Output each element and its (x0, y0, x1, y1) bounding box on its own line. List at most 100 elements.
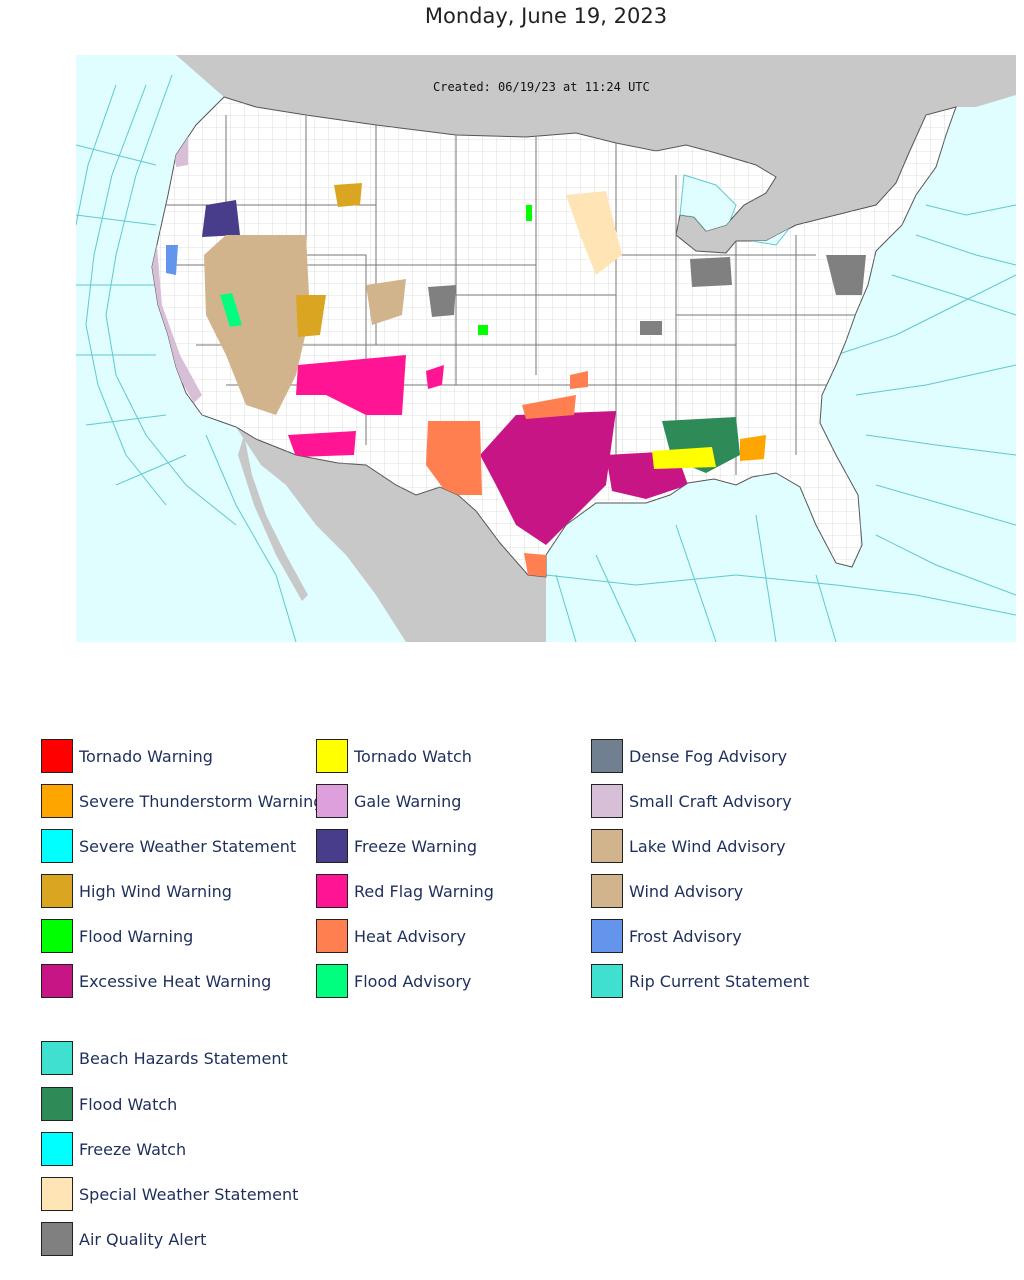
page-title: Monday, June 19, 2023 (424, 4, 668, 28)
frost-advisory (166, 245, 178, 275)
legend-item-excessive-heat-warning: Excessive Heat Warning (41, 963, 271, 999)
legend-item-red-flag-warning: Red Flag Warning (316, 873, 494, 909)
red-flag-warning-az (288, 431, 356, 457)
legend-label: Flood Watch (79, 1094, 178, 1114)
legend-label: Frost Advisory (629, 926, 742, 946)
severe-thunderstorm-warning (740, 435, 766, 461)
legend-label: Lake Wind Advisory (629, 836, 786, 856)
legend-item-heat-advisory: Heat Advisory (316, 918, 466, 954)
canada-landmass (176, 55, 1016, 253)
heat-advisory-ok (522, 395, 576, 419)
legend-swatch (316, 874, 348, 908)
legend-label: Gale Warning (354, 791, 462, 811)
legend-swatch (591, 919, 623, 953)
legend-item-freeze-warning: Freeze Warning (316, 828, 477, 864)
legend-item-beach-hazards-statement: Beach Hazards Statement (41, 1040, 288, 1076)
wind-advisory-co (366, 279, 406, 325)
legend-item-flood-warning: Flood Warning (41, 918, 193, 954)
legend-label: Small Craft Advisory (629, 791, 792, 811)
freeze-warning (202, 200, 240, 237)
mexico-landmass (236, 427, 546, 642)
legend-swatch (41, 1087, 73, 1121)
air-quality-alert-pa (826, 255, 866, 295)
legend-label: Severe Thunderstorm Warning (79, 791, 324, 811)
special-weather-statement (566, 191, 622, 275)
legend-label: Severe Weather Statement (79, 836, 297, 856)
legend-item-lake-wind-advisory: Lake Wind Advisory (591, 828, 786, 864)
legend-swatch (41, 1177, 73, 1211)
legend-swatch (41, 784, 73, 818)
created-timestamp: Created: 06/19/23 at 11:24 UTC (433, 80, 650, 94)
tornado-watch (652, 447, 716, 469)
heat-advisory-west-tx (426, 421, 482, 495)
legend-label: Freeze Watch (79, 1139, 187, 1159)
legend-label: High Wind Warning (79, 881, 232, 901)
flood-advisory-nv (220, 293, 242, 327)
legend-swatch (41, 874, 73, 908)
legend-item-air-quality-alert: Air Quality Alert (41, 1221, 206, 1257)
legend-swatch (41, 1132, 73, 1166)
legend-label: Flood Advisory (354, 971, 472, 991)
air-quality-alert-ky (640, 321, 662, 335)
flood-warning-ks (478, 325, 488, 335)
weather-alert-map: Created: 06/19/23 at 11:24 UTC (76, 55, 1016, 642)
legend-label: Air Quality Alert (79, 1229, 207, 1249)
legend-swatch (316, 784, 348, 818)
legend-label: Flood Warning (79, 926, 194, 946)
legend-swatch (41, 964, 73, 998)
heat-advisory-ks (570, 371, 588, 389)
legend-swatch (316, 964, 348, 998)
legend-swatch (41, 1041, 73, 1075)
legend-item-flood-watch: Flood Watch (41, 1086, 177, 1122)
legend-label: Rip Current Statement (629, 971, 810, 991)
wind-advisory-great-basin (204, 235, 310, 415)
legend-label: Dense Fog Advisory (629, 746, 788, 766)
high-wind-warning-mt (334, 183, 362, 207)
legend-item-small-craft-advisory: Small Craft Advisory (591, 783, 792, 819)
red-flag-warning-ut-az (296, 355, 406, 415)
high-wind-warning-id (296, 295, 326, 337)
legend-label: Tornado Warning (79, 746, 213, 766)
legend-swatch (591, 784, 623, 818)
legend-item-severe-weather-statement: Severe Weather Statement (41, 828, 296, 864)
legend-swatch (41, 829, 73, 863)
legend-label: Beach Hazards Statement (79, 1048, 288, 1068)
legend-item-dense-fog-advisory: Dense Fog Advisory (591, 738, 787, 774)
red-flag-warning-nm (426, 365, 444, 389)
legend-label: Red Flag Warning (354, 881, 494, 901)
legend-item-wind-advisory: Wind Advisory (591, 873, 743, 909)
legend-item-tornado-warning: Tornado Warning (41, 738, 213, 774)
legend-label: Wind Advisory (629, 881, 744, 901)
legend-swatch (591, 874, 623, 908)
air-quality-alert-in (690, 257, 732, 287)
legend-item-gale-warning: Gale Warning (316, 783, 461, 819)
legend-label: Special Weather Statement (79, 1184, 299, 1204)
legend-swatch (591, 964, 623, 998)
legend-swatch (316, 829, 348, 863)
legend-swatch (316, 739, 348, 773)
legend-item-special-weather-statement: Special Weather Statement (41, 1176, 298, 1212)
legend-swatch (591, 739, 623, 773)
legend-item-frost-advisory: Frost Advisory (591, 918, 742, 954)
baja-peninsula (238, 435, 308, 601)
excessive-heat-warning-tx (480, 411, 616, 545)
state-boundaries (156, 115, 856, 485)
legend-swatch (41, 919, 73, 953)
heat-advisory-south-tx (524, 553, 548, 577)
legend-label: Excessive Heat Warning (79, 971, 272, 991)
legend-swatch (591, 829, 623, 863)
legend-item-freeze-watch: Freeze Watch (41, 1131, 186, 1167)
legend-item-rip-current-statement: Rip Current Statement (591, 963, 809, 999)
legend-label: Tornado Watch (354, 746, 472, 766)
small-craft-advisory-ca (152, 235, 202, 403)
legend-swatch (41, 739, 73, 773)
legend-label: Freeze Warning (354, 836, 478, 856)
legend-label: Heat Advisory (354, 926, 466, 946)
legend-item-tornado-watch: Tornado Watch (316, 738, 472, 774)
flood-warning-nd (526, 205, 532, 221)
legend-swatch (316, 919, 348, 953)
air-quality-alert-co (428, 285, 456, 317)
marine-zones (76, 74, 1016, 642)
legend-item-flood-advisory: Flood Advisory (316, 963, 471, 999)
legend-item-severe-thunderstorm-warning: Severe Thunderstorm Warning (41, 783, 323, 819)
